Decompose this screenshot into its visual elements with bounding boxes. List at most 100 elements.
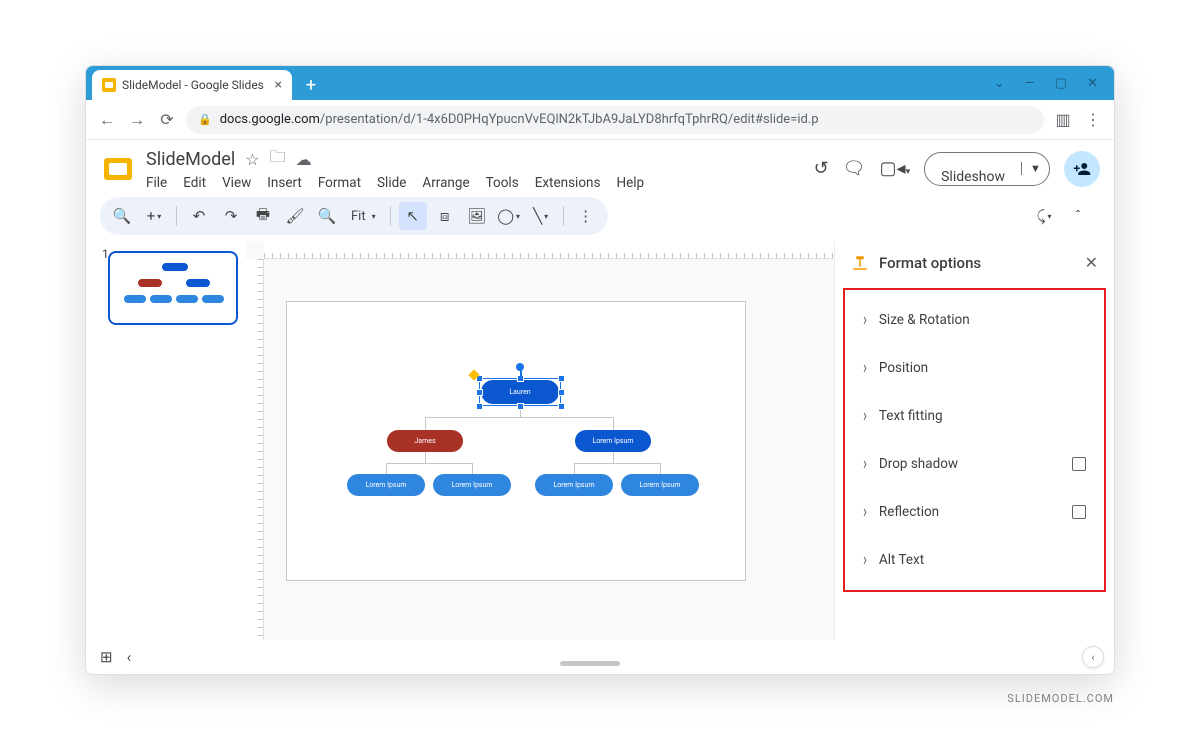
- format-option-row[interactable]: ›Alt Text: [845, 536, 1104, 584]
- close-panel-icon[interactable]: ✕: [1085, 253, 1098, 272]
- menu-arrange[interactable]: Arrange: [422, 175, 469, 191]
- nav-forward-icon[interactable]: →: [126, 109, 148, 131]
- format-options-icon: [851, 254, 869, 272]
- chart-connector: [613, 417, 614, 430]
- main-area: 1 LaurenJamesLorem IpsumLorem IpsumLorem…: [86, 241, 1114, 675]
- slide-canvas[interactable]: LaurenJamesLorem IpsumLorem IpsumLorem I…: [246, 241, 834, 675]
- menu-file[interactable]: File: [146, 175, 167, 191]
- share-button[interactable]: [1064, 151, 1100, 187]
- watermark: SLIDEMODEL.COM: [1007, 692, 1114, 705]
- nav-back-icon[interactable]: ←: [96, 109, 118, 131]
- tab-title: SlideModel - Google Slides: [122, 78, 269, 92]
- chart-connector: [386, 463, 387, 474]
- undo-icon[interactable]: ↶: [185, 202, 213, 230]
- collapse-toolbar-icon[interactable]: ˆ: [1064, 202, 1092, 230]
- window-chevron-icon[interactable]: ⌄: [994, 76, 1005, 91]
- selection-handle[interactable]: [558, 389, 565, 396]
- textbox-tool-icon[interactable]: ⧈: [431, 202, 459, 230]
- chart-node[interactable]: Lorem Ipsum: [621, 474, 699, 496]
- chart-node[interactable]: James: [387, 430, 463, 452]
- paint-format-icon[interactable]: 🖌: [281, 202, 309, 230]
- menu-tools[interactable]: Tools: [486, 175, 519, 191]
- window-minimize-icon[interactable]: —: [1025, 76, 1035, 91]
- menu-view[interactable]: View: [222, 175, 251, 191]
- format-option-checkbox[interactable]: [1072, 457, 1086, 471]
- doc-title[interactable]: SlideModel: [146, 149, 235, 170]
- menu-edit[interactable]: Edit: [183, 175, 206, 191]
- format-option-row[interactable]: ›Reflection: [845, 488, 1104, 536]
- slideshow-dropdown-icon[interactable]: ▼: [1021, 162, 1049, 175]
- new-tab-button[interactable]: +: [298, 72, 324, 98]
- format-option-checkbox[interactable]: [1072, 505, 1086, 519]
- chart-node[interactable]: Lorem Ipsum: [347, 474, 425, 496]
- format-option-label: Position: [879, 360, 928, 376]
- format-option-row[interactable]: ›Position: [845, 344, 1104, 392]
- cloud-status-icon[interactable]: ☁: [296, 150, 312, 169]
- ruler-vertical: [246, 259, 264, 675]
- slide[interactable]: LaurenJamesLorem IpsumLorem IpsumLorem I…: [286, 301, 746, 581]
- format-option-label: Drop shadow: [879, 456, 958, 472]
- format-options-panel: Format options ✕ ›Size & Rotation›Positi…: [834, 241, 1114, 675]
- format-option-label: Size & Rotation: [879, 312, 970, 328]
- menu-insert[interactable]: Insert: [267, 175, 302, 191]
- horizontal-scrollbar[interactable]: [560, 661, 620, 666]
- chart-connector: [520, 417, 613, 418]
- chart-node[interactable]: Lorem Ipsum: [535, 474, 613, 496]
- move-folder-icon[interactable]: 🗀: [270, 146, 286, 173]
- history-icon[interactable]: ↺: [814, 158, 829, 179]
- selection-handle[interactable]: [558, 375, 565, 382]
- zoom-icon[interactable]: 🔍: [313, 202, 341, 230]
- shape-tool-icon[interactable]: ◯▾: [495, 202, 523, 230]
- window-maximize-icon[interactable]: ▢: [1055, 76, 1067, 91]
- menu-help[interactable]: Help: [616, 175, 644, 191]
- slides-logo-icon[interactable]: [100, 151, 136, 187]
- chart-connector: [425, 452, 426, 463]
- chart-node[interactable]: Lorem Ipsum: [433, 474, 511, 496]
- menu-format[interactable]: Format: [318, 175, 361, 191]
- format-option-row[interactable]: ›Drop shadow: [845, 440, 1104, 488]
- chart-node[interactable]: Lorem Ipsum: [575, 430, 651, 452]
- comments-icon[interactable]: 🗨: [843, 158, 866, 179]
- nav-reload-icon[interactable]: ⟳: [156, 109, 178, 131]
- new-slide-icon[interactable]: +▾: [140, 202, 168, 230]
- chart-connector: [613, 463, 660, 464]
- motion-pointer-icon[interactable]: ⤹▾: [1030, 202, 1058, 230]
- search-menu-icon[interactable]: 🔍: [108, 202, 136, 230]
- browser-tab[interactable]: SlideModel - Google Slides ×: [92, 70, 292, 100]
- format-option-row[interactable]: › Size & Rotation: [845, 296, 1104, 344]
- meet-icon[interactable]: ▢◂▾: [880, 158, 911, 179]
- chevron-right-icon: ›: [863, 310, 867, 331]
- selection-handle[interactable]: [476, 403, 483, 410]
- selection-handle[interactable]: [476, 389, 483, 396]
- chart-connector: [425, 417, 426, 430]
- print-icon[interactable]: 🖶: [249, 202, 277, 230]
- menu-slide[interactable]: Slide: [377, 175, 406, 191]
- selection-handle[interactable]: [558, 403, 565, 410]
- line-tool-icon[interactable]: ╲▾: [527, 202, 555, 230]
- window-close-icon[interactable]: ✕: [1087, 76, 1098, 91]
- menu-extensions[interactable]: Extensions: [535, 175, 601, 191]
- prev-slide-icon[interactable]: ‹: [127, 648, 132, 666]
- more-tools-icon[interactable]: ⋮: [572, 202, 600, 230]
- app-header: SlideModel ☆ 🗀 ☁ File Edit View Insert F…: [86, 140, 1114, 191]
- rotation-handle[interactable]: [516, 363, 524, 371]
- zoom-select[interactable]: Fit▾: [345, 202, 382, 230]
- browser-tab-strip: SlideModel - Google Slides × + ⌄ — ▢ ✕: [86, 66, 1114, 100]
- grid-view-icon[interactable]: ⊞: [100, 648, 113, 666]
- tab-close-icon[interactable]: ×: [275, 77, 282, 93]
- slideshow-button[interactable]: Slideshow ▼: [924, 152, 1050, 186]
- redo-icon[interactable]: ↷: [217, 202, 245, 230]
- star-icon[interactable]: ☆: [245, 150, 259, 169]
- slide-thumbnail[interactable]: [108, 251, 238, 325]
- url-field[interactable]: 🔒 docs.google.com/presentation/d/1-4x6D0…: [186, 106, 1044, 134]
- chart-connector: [574, 463, 613, 464]
- browser-menu-icon[interactable]: ⋮: [1082, 109, 1104, 131]
- chart-connector: [574, 463, 575, 474]
- image-tool-icon[interactable]: 🖼: [463, 202, 491, 230]
- panel-toggle-icon[interactable]: ▥: [1052, 109, 1074, 131]
- explore-icon[interactable]: ‹: [1082, 646, 1104, 668]
- format-option-row[interactable]: ›Text fitting: [845, 392, 1104, 440]
- selection-handle[interactable]: [517, 403, 524, 410]
- window-controls: ⌄ — ▢ ✕: [994, 66, 1114, 100]
- select-tool-icon[interactable]: ↖: [399, 202, 427, 230]
